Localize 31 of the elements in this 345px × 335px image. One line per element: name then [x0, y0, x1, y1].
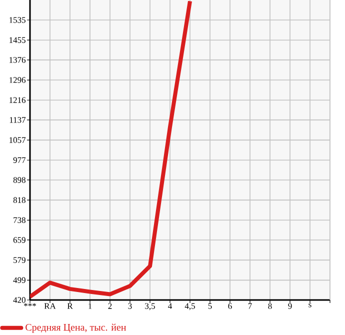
y-tick-label: 1455 — [10, 37, 26, 43]
y-tick-label: 1137 — [10, 117, 26, 123]
y-tick-label: 738 — [14, 217, 26, 224]
y-tick-label: 977 — [13, 157, 26, 163]
x-tick-label: 3 — [128, 303, 132, 309]
legend-label: Средняя Цена, тыс. йен — [26, 324, 126, 333]
y-tick-label: 1535 — [10, 17, 26, 23]
x-tick-label: 4,5 — [184, 303, 195, 310]
y-tick-label: 1296 — [10, 77, 26, 83]
x-tick-label: R — [67, 303, 73, 309]
x-tick-label: 3,5 — [145, 303, 155, 310]
y-tick-label: 1376 — [10, 57, 26, 63]
x-tick-label: 5 — [208, 303, 212, 309]
y-tick-label: 579 — [14, 257, 26, 263]
y-tick-label: 1216 — [10, 97, 26, 103]
x-tick-label: 7 — [248, 303, 252, 309]
y-tick-label: 898 — [13, 177, 26, 183]
x-tick-label: RA — [44, 303, 56, 309]
x-tick-label: 9 — [288, 303, 292, 309]
x-tick-label: 6 — [228, 303, 232, 309]
y-tick-label: 420 — [13, 297, 26, 303]
y-tick-label: 499 — [13, 277, 26, 284]
y-tick-label: 1057 — [10, 137, 26, 143]
y-tick-label: 818 — [13, 197, 26, 203]
x-tick-label: 2 — [108, 303, 112, 309]
x-tick-label: 1 — [88, 303, 92, 309]
x-tick-label: s — [308, 303, 312, 308]
x-tick-label: 4 — [168, 303, 172, 309]
x-tick-label: 8 — [268, 303, 272, 309]
y-tick-label: 659 — [13, 237, 26, 243]
x-tick-label: *** — [24, 303, 36, 306]
